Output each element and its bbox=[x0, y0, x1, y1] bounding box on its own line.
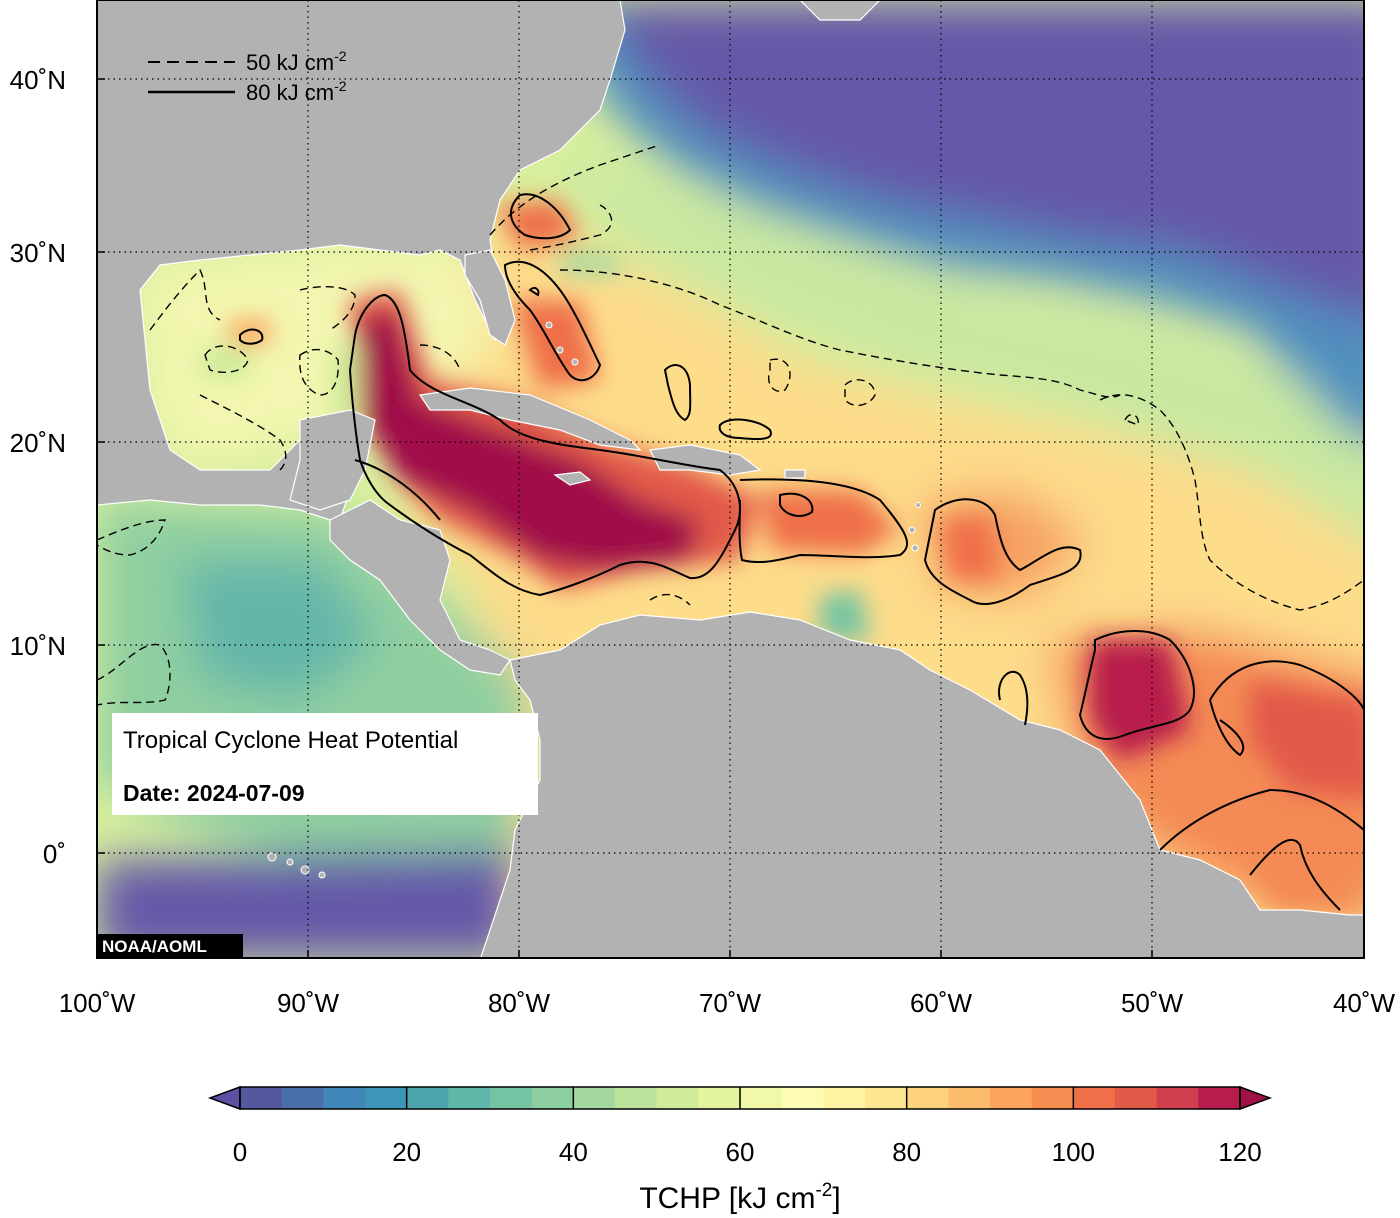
colorbar-cell bbox=[1115, 1087, 1158, 1109]
contours-50 bbox=[97, 144, 1364, 706]
colorbar-cell bbox=[740, 1087, 783, 1109]
colorbar-under-arrow bbox=[207, 1085, 241, 1111]
info-box: Tropical Cyclone Heat Potential Date: 20… bbox=[112, 713, 538, 815]
lon-label: 60˚W bbox=[910, 988, 973, 1018]
colorbar-ticks bbox=[239, 1087, 1241, 1109]
colorbar-tick-label: 20 bbox=[392, 1137, 421, 1167]
credit-badge: NOAA/AOML bbox=[97, 934, 243, 958]
lat-label: 20˚N bbox=[10, 428, 66, 458]
info-title: Tropical Cyclone Heat Potential bbox=[123, 727, 458, 754]
lat-label: 30˚N bbox=[10, 238, 66, 268]
lon-label: 40˚W bbox=[1333, 988, 1396, 1018]
colorbar-cell bbox=[948, 1087, 991, 1109]
colorbar-cell bbox=[656, 1087, 699, 1109]
small-islands bbox=[267, 321, 921, 879]
colorbar-cell bbox=[1198, 1087, 1241, 1109]
colorbar-cell bbox=[448, 1087, 491, 1109]
colorbar-cell bbox=[615, 1087, 658, 1109]
colorbar-cells bbox=[207, 1085, 1273, 1111]
contours-80 bbox=[239, 193, 1364, 911]
colorbar-tick-label: 0 bbox=[233, 1137, 247, 1167]
colorbar-tick-label: 120 bbox=[1218, 1137, 1261, 1167]
colorbar-cell bbox=[1073, 1087, 1116, 1109]
heat-field-hotspots bbox=[200, 200, 1364, 910]
latitude-labels: 40˚N 30˚N 20˚N 10˚N 0˚ bbox=[10, 65, 66, 869]
lat-label: 0˚ bbox=[43, 839, 66, 869]
colorbar-cell bbox=[240, 1087, 283, 1109]
lon-label: 90˚W bbox=[277, 988, 340, 1018]
colorbar-over-arrow bbox=[1239, 1085, 1273, 1111]
credit-background bbox=[97, 934, 243, 958]
colorbar-cell bbox=[531, 1087, 574, 1109]
axis-ticks bbox=[96, 78, 1153, 958]
lat-label: 40˚N bbox=[10, 65, 66, 95]
colorbar-cell bbox=[281, 1087, 324, 1109]
info-date: Date: 2024-07-09 bbox=[123, 780, 305, 806]
colorbar-tick-label: 100 bbox=[1052, 1137, 1095, 1167]
lon-label: 80˚W bbox=[488, 988, 551, 1018]
colorbar-tick-label: 80 bbox=[892, 1137, 921, 1167]
colorbar-tick-label: 60 bbox=[726, 1137, 755, 1167]
colorbar-cell bbox=[865, 1087, 908, 1109]
colorbar-labels: 0 20 40 60 80 100 120 bbox=[233, 1137, 1262, 1167]
contour-legend: 50 kJ cm-2 80 kJ cm-2 bbox=[148, 48, 347, 105]
colorbar-cell bbox=[365, 1087, 408, 1109]
colorbar-cell bbox=[573, 1087, 616, 1109]
legend-80-label: 80 kJ cm-2 bbox=[246, 78, 347, 105]
colorbar-title: TCHP [kJ cm-2] bbox=[639, 1180, 840, 1215]
colorbar-cell bbox=[1156, 1087, 1199, 1109]
map-panel bbox=[97, 0, 1364, 958]
colorbar-cell bbox=[781, 1087, 824, 1109]
colorbar-cell bbox=[490, 1087, 533, 1109]
colorbar-cell bbox=[1031, 1087, 1074, 1109]
colorbar-cell bbox=[990, 1087, 1033, 1109]
colorbar-cell bbox=[698, 1087, 741, 1109]
lon-label: 100˚W bbox=[59, 988, 136, 1018]
colorbar-cell bbox=[323, 1087, 366, 1109]
lon-label: 70˚W bbox=[699, 988, 762, 1018]
lon-label: 50˚W bbox=[1121, 988, 1184, 1018]
longitude-labels: 100˚W 90˚W 80˚W 70˚W 60˚W 50˚W 40˚W bbox=[59, 988, 1396, 1018]
colorbar-cell bbox=[406, 1087, 449, 1109]
colorbar: 0 20 40 60 80 100 120 TCHP [kJ cm-2] bbox=[207, 1085, 1273, 1215]
colorbar-tick-label: 40 bbox=[559, 1137, 588, 1167]
lat-label: 10˚N bbox=[10, 631, 66, 661]
credit-text: NOAA/AOML bbox=[102, 937, 207, 956]
legend-50-label: 50 kJ cm-2 bbox=[246, 48, 347, 75]
colorbar-cell bbox=[906, 1087, 949, 1109]
colorbar-cell bbox=[823, 1087, 866, 1109]
info-box-background bbox=[112, 713, 538, 815]
